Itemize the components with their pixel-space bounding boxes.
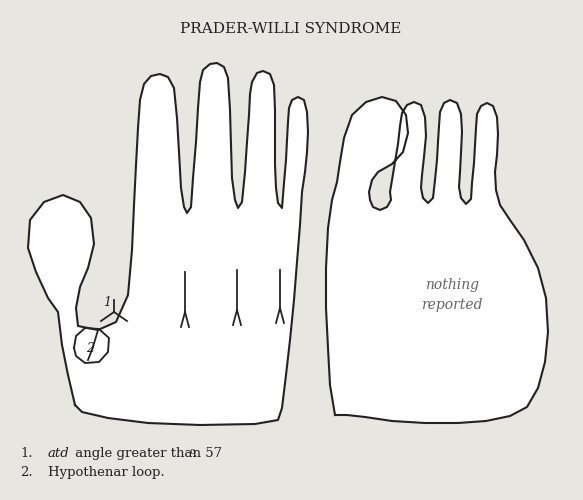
Text: .: .: [193, 447, 197, 460]
Polygon shape: [326, 97, 548, 423]
Text: nothing
reported: nothing reported: [422, 278, 483, 312]
Polygon shape: [28, 63, 308, 425]
Text: o: o: [189, 447, 195, 456]
Text: PRADER-WILLI SYNDROME: PRADER-WILLI SYNDROME: [180, 22, 402, 36]
Text: Hypothenar loop.: Hypothenar loop.: [48, 466, 164, 479]
Text: 2.: 2.: [20, 466, 33, 479]
Text: 1.: 1.: [20, 447, 33, 460]
Text: 1: 1: [103, 296, 111, 310]
Text: atd: atd: [48, 447, 70, 460]
Text: 2: 2: [86, 342, 94, 354]
Text: angle greater than 57: angle greater than 57: [71, 447, 222, 460]
